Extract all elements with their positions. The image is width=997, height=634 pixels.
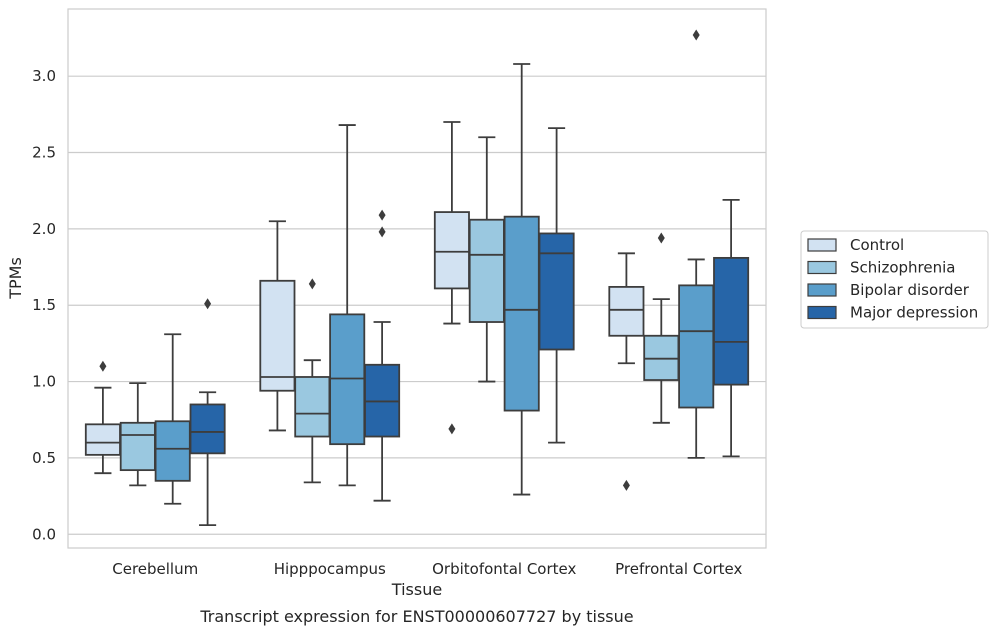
x-tick-label: Orbitofontal Cortex <box>432 560 576 578</box>
x-tick-labels: Cerebellum Hipppocampus Orbitofontal Corte… <box>112 560 742 578</box>
y-tick-label: 3.0 <box>32 67 56 85</box>
outlier-point <box>99 360 107 372</box>
box <box>538 232 575 351</box>
outlier-point <box>378 226 386 238</box>
legend-frame <box>800 230 989 329</box>
y-tick-label: 2.5 <box>32 144 56 162</box>
outlier-point <box>378 209 386 221</box>
y-tick-label: 1.0 <box>32 373 56 391</box>
box <box>189 403 226 455</box>
box <box>259 279 296 392</box>
box <box>433 211 470 290</box>
legend-swatch <box>807 305 837 320</box>
outlier-point <box>448 423 456 435</box>
y-tick-labels: 0.0 0.5 1.0 1.5 2.0 2.5 3.0 <box>32 67 56 543</box>
box <box>678 284 715 409</box>
y-tick-label: 0.5 <box>32 449 56 467</box>
box <box>119 421 156 472</box>
legend: Control Schizophrenia Bipolar disorder Majo… <box>800 230 989 329</box>
x-tick-label: Prefrontal Cortex <box>615 560 742 578</box>
x-tick-label: Hipppocampus <box>274 560 386 578</box>
y-axis-title: TPMs <box>6 257 25 300</box>
box <box>154 420 191 482</box>
x-tick-label: Cerebellum <box>112 560 198 578</box>
legend-swatch <box>807 260 837 275</box>
outlier-point <box>692 29 700 41</box>
legend-swatch <box>807 238 837 252</box>
outlier-point <box>308 278 316 290</box>
y-tick-label: 1.5 <box>32 296 56 314</box>
box <box>84 423 121 456</box>
legend-label: Schizophrenia <box>850 259 955 277</box>
x-axis-title: Tissue <box>391 580 442 599</box>
boxes <box>84 29 750 526</box>
box <box>294 376 331 438</box>
box <box>503 215 540 412</box>
legend-label: Control <box>850 236 904 254</box>
box <box>608 285 645 337</box>
outlier-point <box>204 298 212 310</box>
legend-label: Major depression <box>850 304 978 322</box>
y-tick-label: 2.0 <box>32 220 56 238</box>
outlier-point <box>657 232 665 244</box>
legend-label: Bipolar disorder <box>850 281 970 299</box>
outlier-point <box>622 479 630 491</box>
chart-caption: Transcript expression for ENST0000060772… <box>199 607 633 626</box>
legend-swatch <box>807 283 837 297</box>
box <box>713 256 750 386</box>
plot-frame <box>67 8 767 549</box>
box <box>468 218 505 323</box>
y-tick-label: 0.0 <box>32 525 56 543</box>
